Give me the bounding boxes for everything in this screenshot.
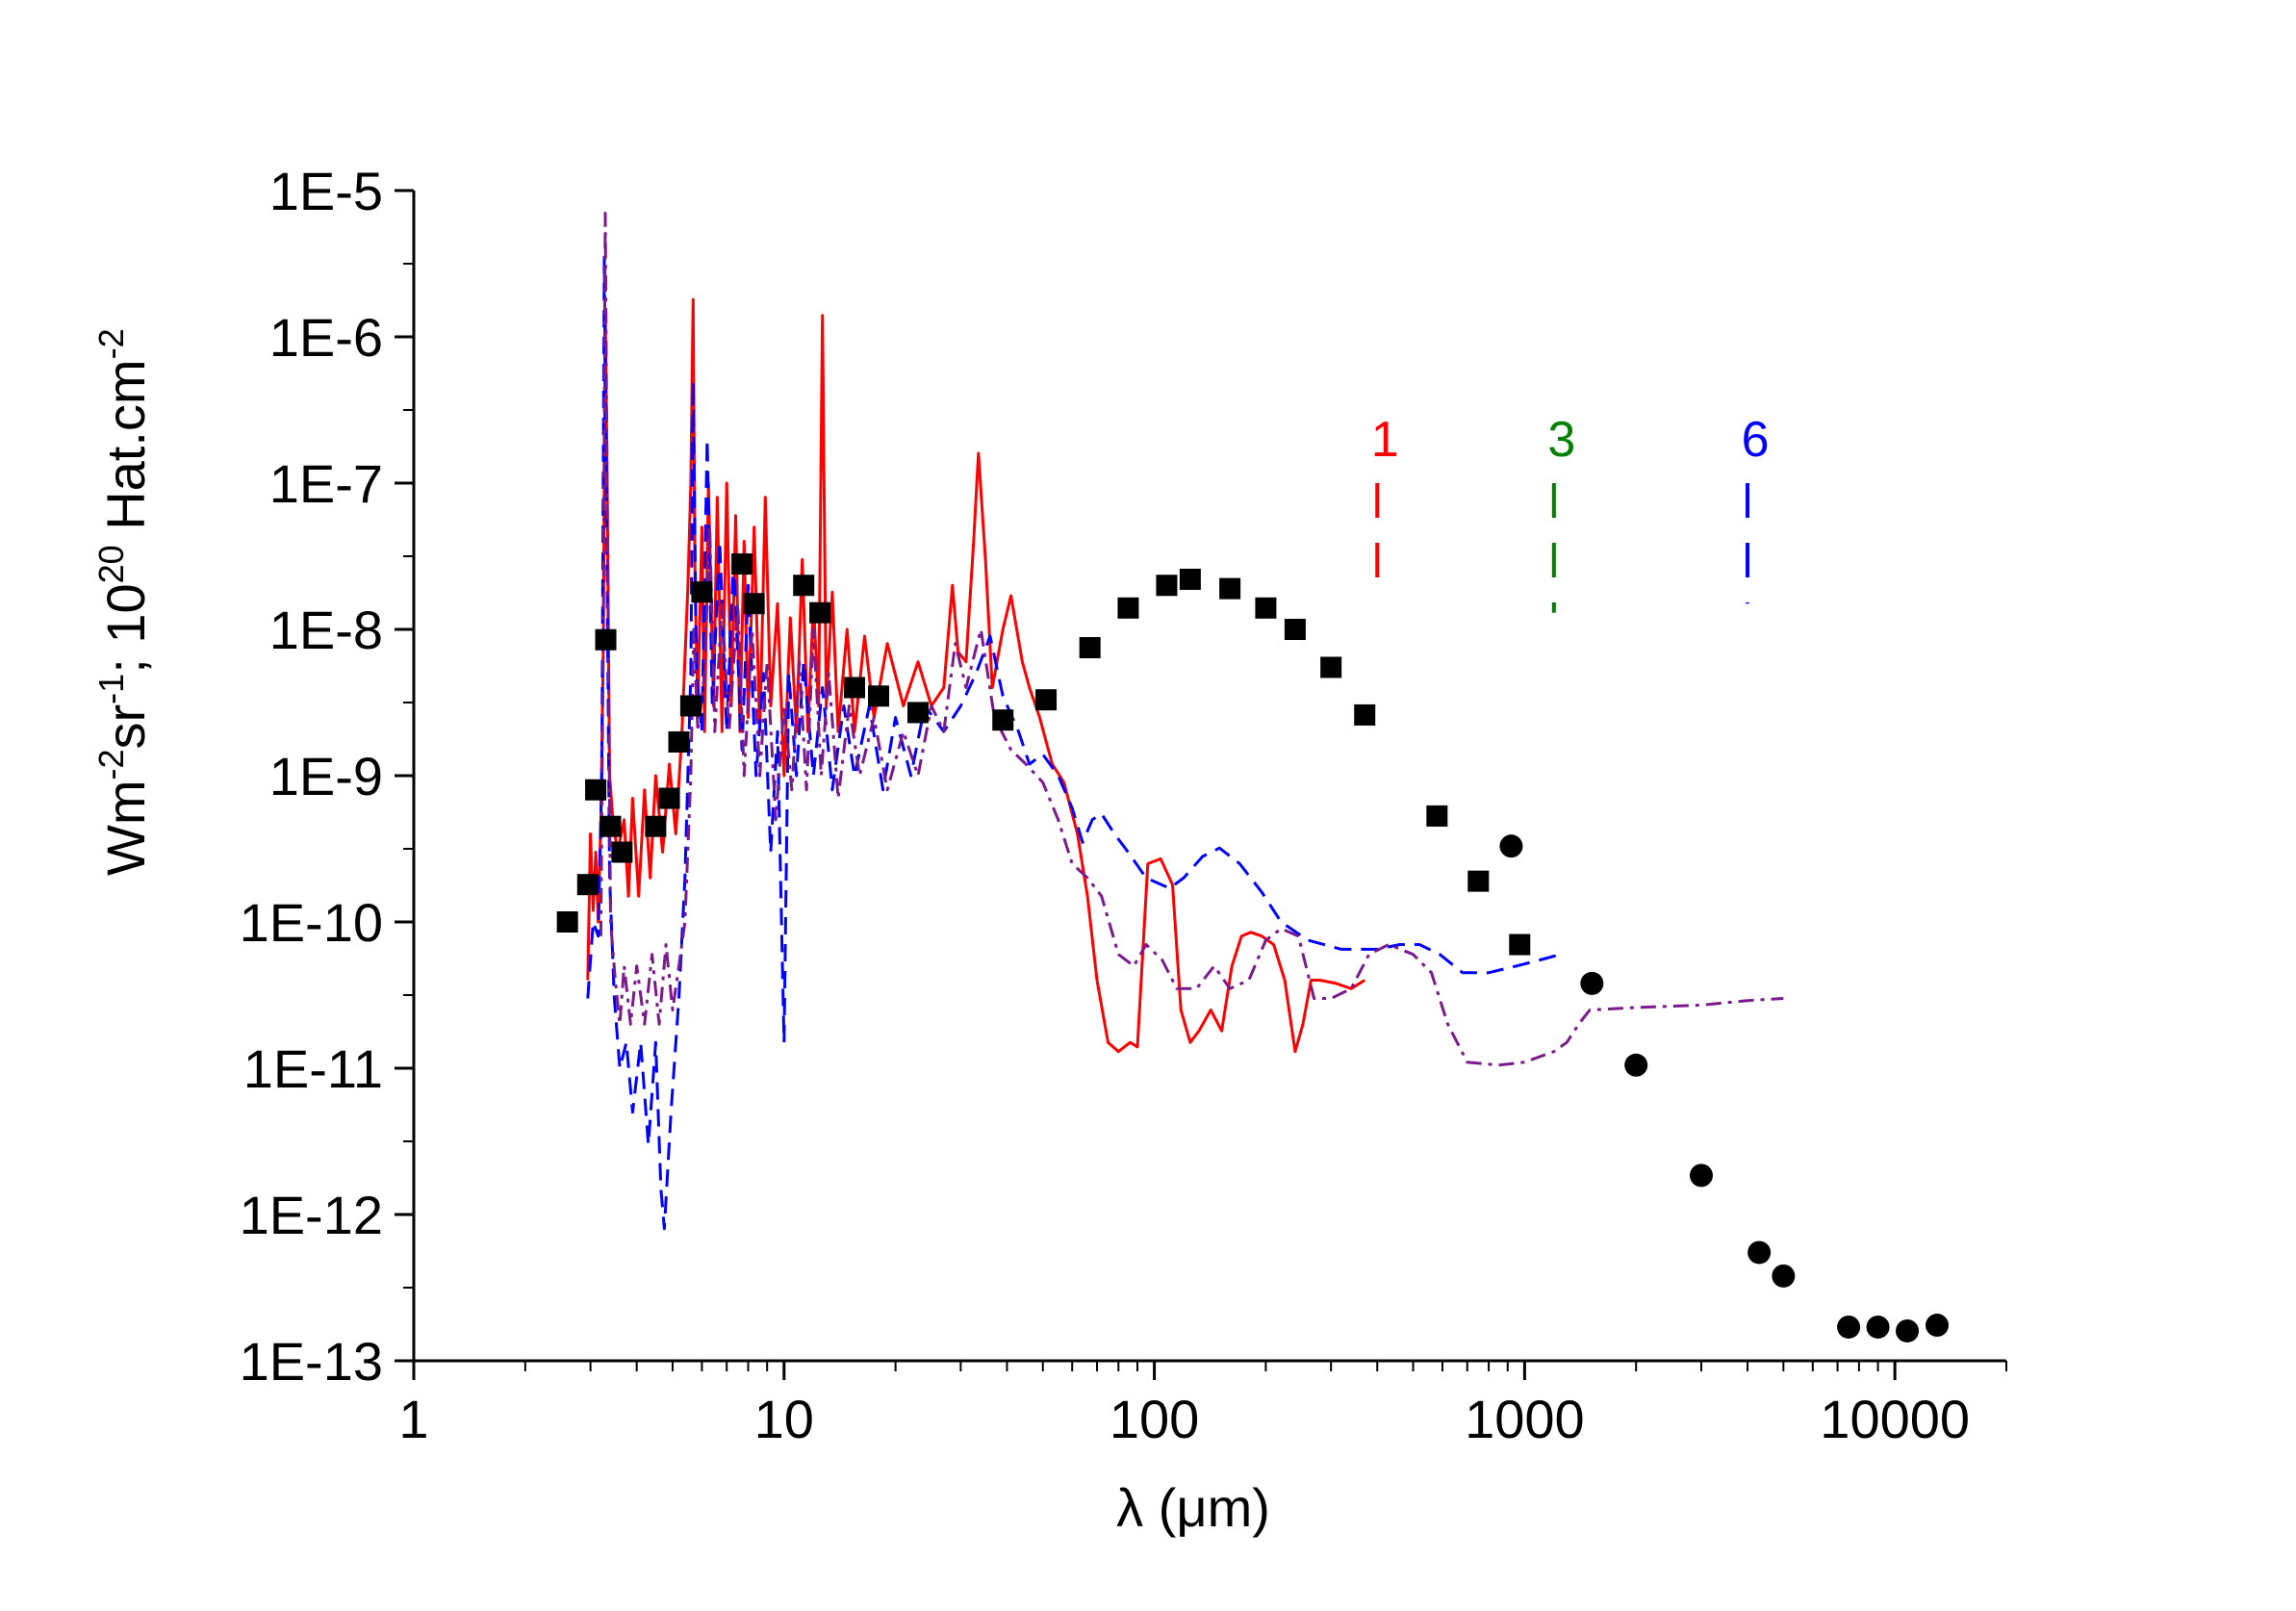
- data-point-circle-1: [1499, 834, 1523, 858]
- data-point-square-32: [1509, 933, 1531, 956]
- data-point-square-6: [611, 841, 633, 863]
- y-label-part-2: -2: [91, 749, 131, 780]
- data-point-square-8: [658, 787, 680, 809]
- data-point-circle-6: [1772, 1264, 1796, 1288]
- data-point-square-14: [793, 575, 815, 597]
- data-point-circle-5: [1748, 1240, 1772, 1265]
- data-point-square-2: [576, 874, 599, 896]
- y-tick-label: 1E-7: [269, 453, 383, 514]
- series-line-2: [586, 255, 1562, 1231]
- data-point-square-29: [1354, 703, 1376, 726]
- observed-points: [556, 553, 1950, 1342]
- data-point-square-30: [1426, 805, 1448, 827]
- x-axis-label: λ (μm): [1116, 1477, 1270, 1538]
- x-tick-label: 10: [754, 1389, 814, 1449]
- y-tick-label: 1E-11: [243, 1038, 383, 1099]
- axes: 1 10 100 1000 10000 1E-13 1E-12 1E-11 1E-10 1E-9 1…: [240, 161, 2007, 1449]
- data-point-square-7: [645, 815, 667, 837]
- data-point-square-16: [844, 677, 866, 699]
- data-point-square-4: [595, 628, 617, 651]
- data-point-square-3: [585, 779, 607, 801]
- y-label-part-4: -1: [91, 674, 131, 704]
- data-point-square-27: [1284, 619, 1306, 640]
- marker-label-1: 1: [1371, 412, 1399, 468]
- y-tick-label: 1E-8: [269, 600, 383, 660]
- y-label-part-7: Hat.cm: [95, 359, 156, 545]
- model-lines: [586, 212, 1784, 1231]
- x-tick-label: 1: [398, 1389, 428, 1449]
- y-tick-label: 1E-6: [269, 307, 383, 368]
- data-point-square-11: [691, 581, 713, 603]
- marker-label-3: 3: [1547, 412, 1575, 468]
- data-point-square-10: [679, 695, 702, 717]
- y-axis-label: Wm-2sr-1; 1020 Hat.cm-2: [91, 328, 156, 876]
- data-point-square-9: [668, 730, 690, 753]
- y-tick-label: 1E-5: [269, 161, 383, 221]
- data-point-square-26: [1255, 597, 1277, 619]
- y-label-part-3: sr: [95, 704, 156, 750]
- y-label-part-5: ; 10: [95, 583, 156, 673]
- data-point-square-18: [906, 702, 929, 724]
- data-point-square-23: [1156, 575, 1178, 597]
- data-point-square-13: [743, 593, 765, 615]
- data-point-circle-9: [1896, 1318, 1920, 1342]
- marker-label-6: 6: [1742, 412, 1770, 468]
- data-point-circle-3: [1624, 1053, 1648, 1077]
- series-line-3: [599, 212, 1784, 1067]
- data-point-square-22: [1117, 597, 1139, 619]
- data-point-square-17: [868, 685, 890, 707]
- series-line-1: [586, 297, 1365, 1054]
- data-point-square-20: [1035, 689, 1058, 711]
- data-point-square-1: [556, 911, 578, 933]
- marker-lines: 1 3 6: [1371, 412, 1770, 613]
- data-point-square-31: [1467, 870, 1490, 892]
- x-tick-label: 10000: [1820, 1389, 1970, 1449]
- data-point-circle-4: [1689, 1164, 1713, 1188]
- data-point-circle-2: [1580, 971, 1604, 995]
- y-tick-label: 1E-13: [240, 1331, 383, 1392]
- data-point-square-19: [992, 709, 1014, 731]
- data-point-circle-10: [1926, 1314, 1950, 1338]
- data-point-circle-7: [1837, 1315, 1861, 1339]
- y-label-part-8: -2: [91, 328, 131, 359]
- data-point-square-15: [809, 601, 831, 624]
- data-point-square-5: [600, 815, 622, 837]
- y-label-part-1: Wm: [95, 780, 156, 876]
- y-tick-label: 1E-10: [240, 892, 383, 953]
- data-point-square-12: [731, 553, 753, 575]
- y-tick-label: 1E-12: [240, 1185, 383, 1245]
- x-tick-label: 100: [1110, 1389, 1199, 1449]
- data-point-square-24: [1179, 568, 1201, 590]
- y-tick-label: 1E-9: [269, 746, 383, 806]
- data-point-square-28: [1320, 656, 1342, 678]
- data-point-square-25: [1219, 577, 1241, 600]
- data-point-circle-8: [1866, 1315, 1890, 1339]
- x-tick-label: 1000: [1465, 1389, 1585, 1449]
- y-label-part-6: 20: [91, 545, 131, 583]
- data-point-square-21: [1079, 636, 1101, 658]
